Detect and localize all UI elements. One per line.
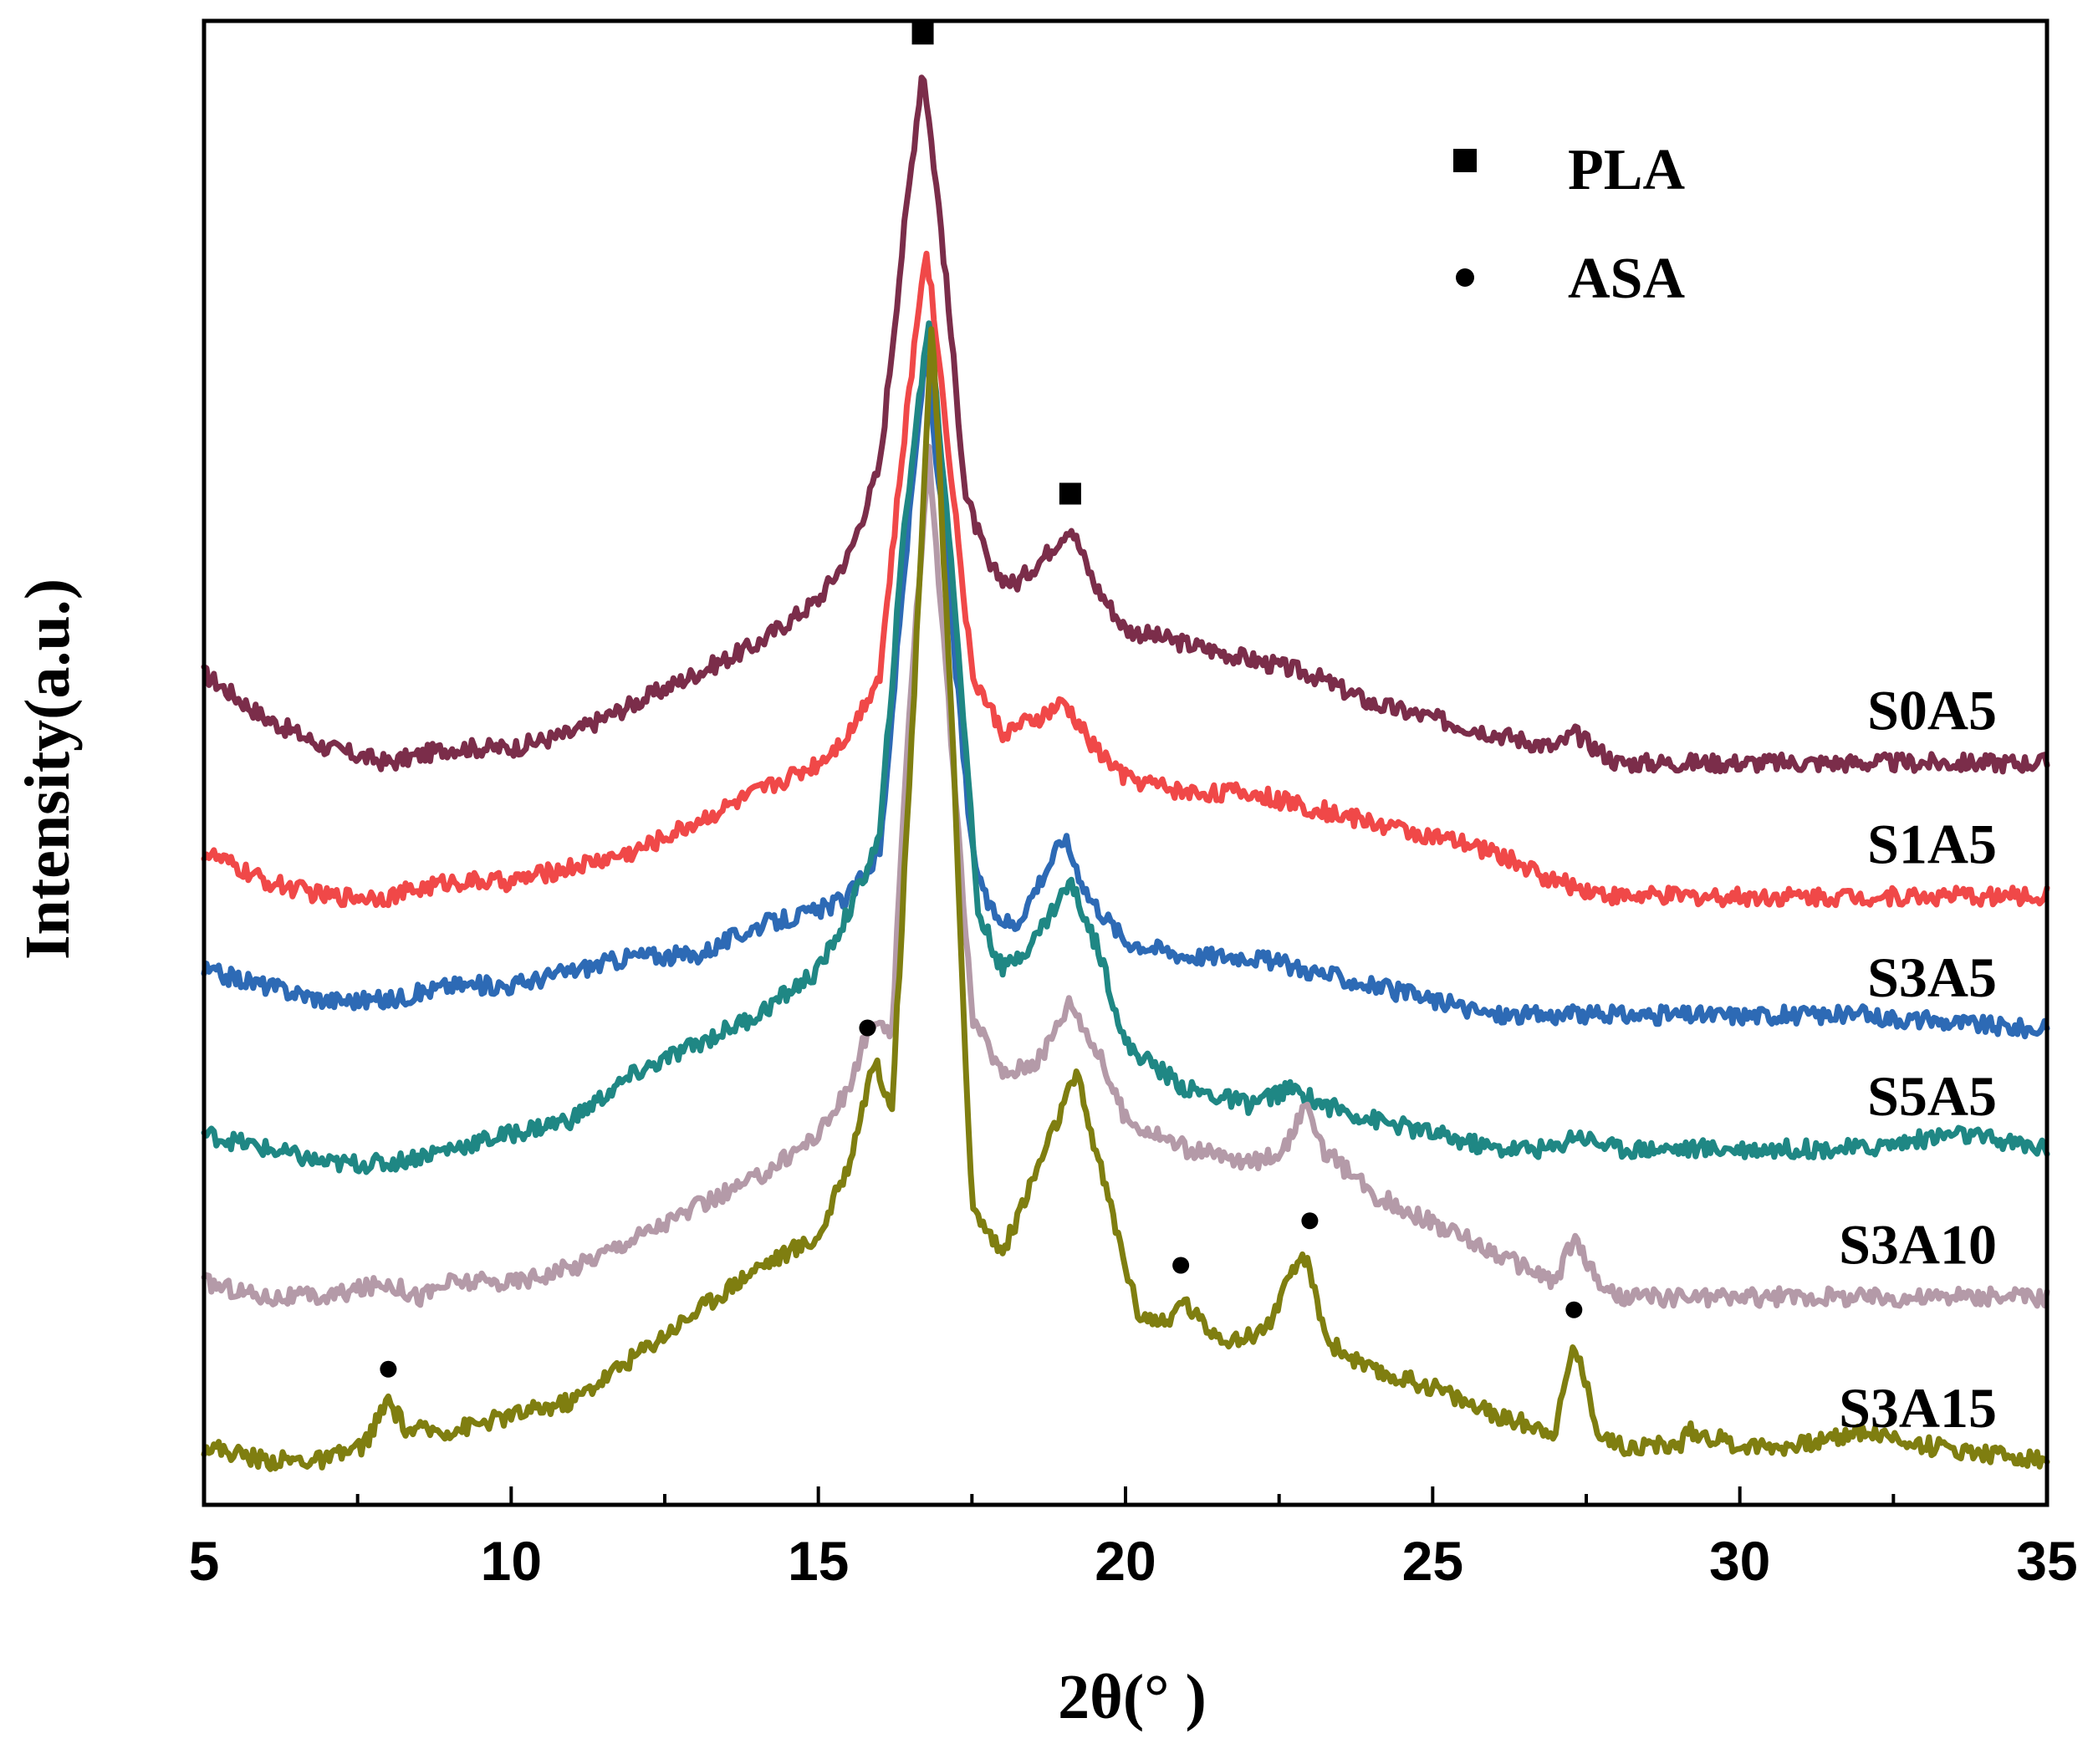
x-tick-label-15: 15 <box>788 1530 849 1592</box>
legend-pla-label: PLA <box>1568 138 1685 202</box>
series-line-s3a10 <box>201 443 2050 1309</box>
asa-peak-marker-6 <box>1565 1301 1583 1318</box>
series-label-layer: S0A5 S1A5 S3A5 S5A5 S3A10 S3A15 <box>1839 679 1997 1440</box>
x-tick-label-5: 5 <box>189 1530 220 1592</box>
pla-peak-marker-1 <box>1059 482 1081 505</box>
series-label-s3a15: S3A15 <box>1839 1376 1997 1440</box>
x-tick-label-25: 25 <box>1402 1530 1463 1592</box>
series-label-s0a5: S0A5 <box>1867 679 1997 742</box>
x-tick-layer: 5 10 15 20 25 30 35 <box>189 1486 2078 1592</box>
series-line-s5a5 <box>201 320 2050 1175</box>
x-tick-label-30: 30 <box>1709 1530 1770 1592</box>
legend-asa-marker-icon <box>1456 268 1474 287</box>
asa-peak-marker-4 <box>1172 1257 1190 1274</box>
peak-marker-layer <box>380 23 1583 1378</box>
asa-peak-marker-5 <box>1301 1212 1319 1230</box>
series-label-s5a5: S5A5 <box>1867 1064 1997 1128</box>
x-tick-label-10: 10 <box>481 1530 542 1592</box>
asa-peak-marker-3 <box>859 1019 876 1037</box>
y-axis-title: Intensity(a.u.) <box>13 579 83 960</box>
asa-peak-marker-2 <box>380 1360 397 1378</box>
x-tick-label-20: 20 <box>1095 1530 1156 1592</box>
pla-peak-marker-0 <box>911 23 934 45</box>
series-line-s3a5 <box>201 354 2050 1040</box>
legend-asa-label: ASA <box>1568 247 1685 311</box>
x-axis-title: 2θ(° ) <box>1058 1662 1207 1732</box>
series-line-s0a5 <box>201 74 2050 775</box>
x-tick-label-35: 35 <box>2016 1530 2077 1592</box>
legend: PLA ASA <box>1453 138 1685 311</box>
series-label-s1a5: S1A5 <box>1867 812 1997 875</box>
series-label-s3a5: S3A5 <box>1867 946 1997 1009</box>
series-layer <box>201 74 2050 1472</box>
series-line-s3a15 <box>201 326 2050 1472</box>
legend-pla-marker-icon <box>1453 149 1477 172</box>
series-label-s3a10: S3A10 <box>1839 1213 1997 1277</box>
series-line-s1a5 <box>201 250 2050 909</box>
